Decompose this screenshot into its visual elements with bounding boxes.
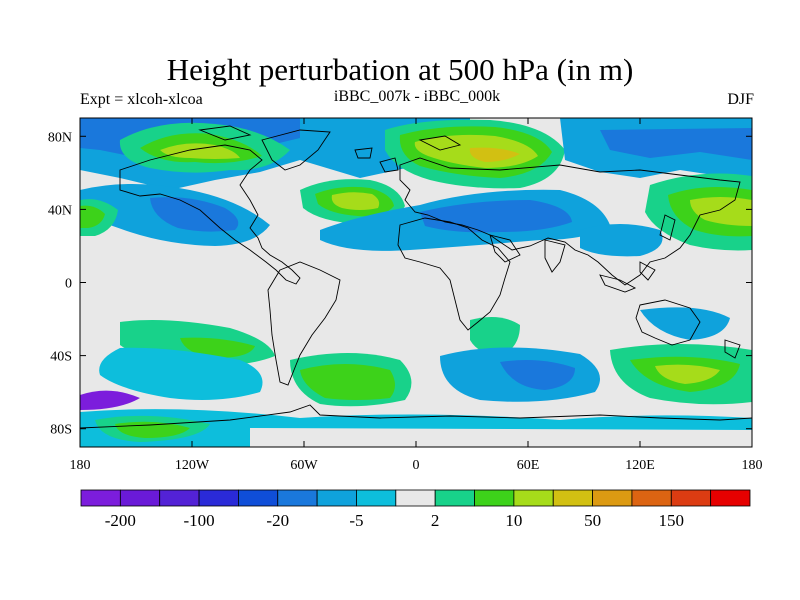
x-tick-label: 60E — [517, 458, 540, 473]
map-title: Height perturbation at 500 hPa (in m) — [166, 52, 634, 87]
field-canada-pos-core — [160, 143, 240, 159]
field-safrica-pos — [470, 316, 520, 356]
x-tick-label: 120W — [175, 458, 210, 473]
field-sindian-neg-deep — [500, 360, 575, 390]
colorbar-label: 150 — [659, 511, 685, 530]
x-tick-label: 180 — [742, 458, 763, 473]
coast-britain — [379, 157, 399, 173]
colorbar-swatch — [513, 489, 554, 507]
field-pacific-pos-core — [690, 197, 752, 226]
field-antarctic-neutral — [250, 428, 752, 447]
colorbar-swatch — [119, 489, 161, 507]
field-russia-pos-peak — [469, 147, 520, 162]
coast-india — [544, 239, 566, 273]
coast-new-zealand — [724, 339, 741, 359]
colorbar-label: -20 — [266, 511, 289, 530]
y-tick-label: 80S — [50, 423, 72, 438]
colorbar-swatch — [710, 489, 751, 507]
colorbar-swatch — [395, 489, 436, 507]
field-asia-neg — [580, 224, 663, 257]
y-tick-label: 40S — [50, 350, 72, 365]
colorbar-swatch — [277, 489, 318, 507]
colorbar-swatch — [238, 489, 279, 507]
coast-japan — [659, 214, 676, 241]
coast-australia — [635, 299, 701, 346]
field-atlantic-pos-core — [331, 192, 380, 210]
colorbar-swatch — [434, 489, 475, 507]
colorbar-label: 50 — [584, 511, 601, 530]
coast-arabia — [489, 234, 521, 263]
field-namerica-neg-deep — [150, 197, 239, 232]
y-tick-label: 80N — [48, 130, 72, 145]
coast-svalbard — [418, 135, 462, 151]
coastlines — [80, 125, 752, 429]
x-tick-label: 60W — [290, 458, 318, 473]
field-spacific-east-pos-core — [655, 364, 720, 384]
x-tick-label: 120E — [625, 458, 655, 473]
field-wpacific-pos-mid — [80, 205, 105, 228]
field-australia-neg — [640, 307, 730, 340]
season-label: DJF — [727, 91, 754, 108]
coast-africa — [397, 217, 511, 331]
colorbar-swatch — [80, 489, 121, 507]
colorbar-label: -5 — [349, 511, 363, 530]
colorbar-label: 2 — [431, 511, 440, 530]
field-siberia-neg-deep — [600, 128, 752, 160]
coast-greenland — [261, 129, 331, 171]
field-spacific-neg — [99, 347, 263, 400]
colorbar-swatch — [316, 489, 357, 507]
colorbar-swatch — [631, 489, 672, 507]
coast-arctic-archipelago — [198, 125, 252, 141]
x-tick-label: 180 — [70, 458, 91, 473]
coast-south-america — [267, 261, 341, 386]
x-tick-label: 0 — [413, 458, 420, 473]
colorbar-swatch — [670, 489, 712, 507]
coast-indonesia — [599, 274, 637, 293]
coast-iceland — [354, 147, 373, 159]
colorbar-swatch — [552, 489, 593, 507]
run-difference-label: iBBC_007k - iBBC_000k — [333, 88, 501, 105]
field-satlantic-pos-mid — [300, 364, 395, 400]
coast-north-america — [119, 144, 301, 285]
colorbar-swatch — [159, 489, 200, 507]
colorbar-label: -200 — [105, 511, 136, 530]
colorbar-swatch — [474, 489, 515, 507]
colorbar-swatch — [198, 489, 239, 507]
colorbar: -200 -100 -20 -5 2 10 50 150 — [80, 489, 751, 530]
colorbar-label: -100 — [183, 511, 214, 530]
coast-philippines — [639, 261, 656, 281]
experiment-label: Expt = xlcoh-xlcoa — [80, 91, 203, 108]
field-antarctic-neg-extreme — [80, 390, 140, 410]
colorbar-label: 10 — [505, 511, 522, 530]
y-tick-label: 0 — [65, 277, 72, 292]
longitude-axis: 180 120W 60W 0 60E 120E 180 — [70, 118, 763, 473]
latitude-axis: 80N 40N 0 40S 80S — [48, 130, 752, 438]
colorbar-swatch — [592, 489, 633, 507]
coast-antarctica — [80, 404, 752, 429]
colorbar-swatch — [356, 489, 397, 507]
y-tick-label: 40N — [48, 203, 72, 218]
